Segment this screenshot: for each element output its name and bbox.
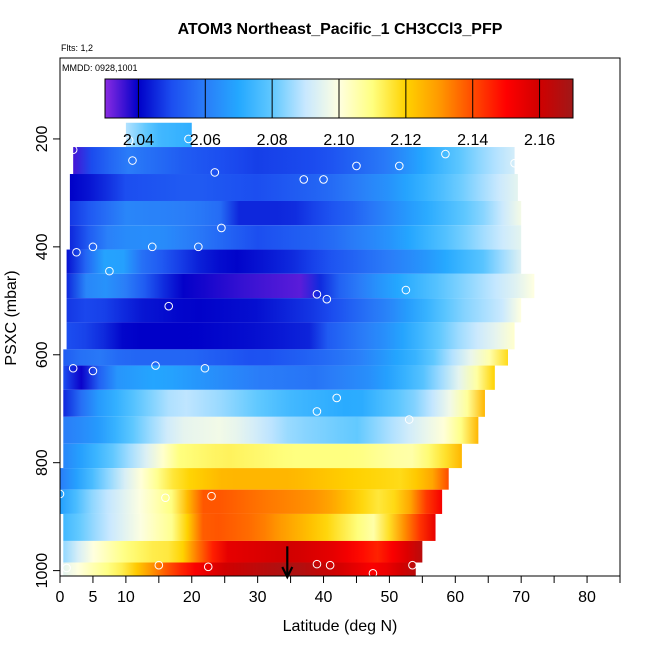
y-axis-label: PSXC (mbar) xyxy=(3,270,20,365)
sample-point xyxy=(404,415,414,424)
sample-point xyxy=(352,161,361,171)
heatmap-band xyxy=(60,489,443,514)
sample-point xyxy=(147,242,157,252)
heatmap-band xyxy=(63,540,423,563)
chart-title: ATOM3 Northeast_Pacific_1 CH3CCl3_PFP xyxy=(178,21,503,38)
colorbar-tick-label: 2.04 xyxy=(123,132,154,149)
sample-point xyxy=(207,491,216,501)
x-tick-label: 10 xyxy=(117,589,135,606)
colorbar-tick-label: 2.08 xyxy=(257,132,288,149)
sample-point xyxy=(194,242,203,252)
marker-arrow-head xyxy=(281,566,294,580)
x-axis-label: Latitude (deg N) xyxy=(283,618,398,635)
heatmap-band xyxy=(73,147,515,175)
sample-point xyxy=(401,285,411,295)
date-label: MMDD: 0928,1001 xyxy=(62,63,138,73)
sample-point xyxy=(124,136,134,145)
y-tick-label: 200 xyxy=(34,125,51,152)
sample-point xyxy=(319,175,328,184)
sample-point xyxy=(394,161,404,171)
heatmap-band xyxy=(69,225,522,250)
y-tick-label: 400 xyxy=(34,233,51,260)
y-tick-label: 600 xyxy=(34,341,51,368)
colorbar-tick-label: 2.14 xyxy=(457,132,488,149)
flights-label: Flts: 1,2 xyxy=(61,43,93,53)
colorbar-tick-label: 2.16 xyxy=(524,132,555,149)
sample-point xyxy=(312,407,322,416)
sample-point xyxy=(151,361,160,370)
x-tick-label: 60 xyxy=(446,589,464,606)
heatmap-band xyxy=(125,122,192,148)
heatmap-band xyxy=(63,389,485,417)
y-tick-label: 800 xyxy=(34,449,51,476)
y-axis: 200 400 600 800 1000 xyxy=(34,125,60,588)
colorbar-tick-label: 2.06 xyxy=(190,132,221,149)
plot-frame xyxy=(59,57,621,577)
sample-point xyxy=(299,175,309,184)
sample-point xyxy=(68,363,78,373)
sample-point xyxy=(164,301,174,311)
x-tick-label: 5 xyxy=(88,589,97,606)
y-tick-label: 1000 xyxy=(34,553,51,589)
x-tick-label: 50 xyxy=(381,589,399,606)
sample-point xyxy=(510,158,519,168)
x-tick-label: 70 xyxy=(512,589,530,606)
colorbar: 2.04 2.06 2.08 2.10 2.12 2.14 2.16 xyxy=(104,78,574,149)
sample-point xyxy=(408,560,417,570)
heatmap-band xyxy=(69,200,522,226)
heatmap-band xyxy=(60,468,449,490)
sample-point xyxy=(88,366,98,376)
heatmap-band xyxy=(69,174,518,201)
sample-point xyxy=(368,569,378,578)
sample-point xyxy=(72,247,81,257)
sample-point xyxy=(200,363,210,373)
sample-point xyxy=(312,290,322,299)
sample-point xyxy=(68,145,78,155)
heatmap-band xyxy=(66,273,535,299)
heatmap-band xyxy=(63,416,479,444)
heatmap-band xyxy=(63,365,495,390)
sample-point xyxy=(161,493,170,503)
sample-point xyxy=(441,149,450,159)
latitude-marker xyxy=(281,546,294,580)
heatmap-band xyxy=(66,322,515,350)
x-tick-label: 40 xyxy=(315,589,333,606)
sample-point xyxy=(154,560,164,570)
sample-point xyxy=(312,559,322,569)
x-tick-label: 0 xyxy=(56,589,65,606)
sample-point xyxy=(217,223,226,233)
colorbar-tick-label: 2.12 xyxy=(390,132,421,149)
sample-point xyxy=(325,560,335,570)
sample-point xyxy=(184,134,193,144)
x-tick-label: 20 xyxy=(183,589,201,606)
heatmap-band xyxy=(63,513,436,541)
sample-point xyxy=(62,563,71,573)
heatmap-band xyxy=(66,249,522,274)
heatmap-band xyxy=(63,562,416,576)
sample-points xyxy=(55,134,519,578)
sample-point xyxy=(88,242,98,252)
sample-point xyxy=(203,562,213,572)
sample-point xyxy=(332,393,342,403)
x-tick-label: 30 xyxy=(249,589,267,606)
x-axis: 0 5 10 20 30 40 50 60 70 80 xyxy=(56,576,621,606)
sample-point xyxy=(128,156,137,165)
heatmap-band xyxy=(63,443,462,469)
heatmap-band xyxy=(66,298,522,323)
sample-point xyxy=(105,266,114,276)
colorbar-tick-label: 2.10 xyxy=(323,132,354,149)
sample-point xyxy=(210,168,220,177)
sample-point xyxy=(322,294,332,304)
heatmap-band xyxy=(63,349,508,366)
x-tick-label: 80 xyxy=(578,589,596,606)
heatmap-bands xyxy=(60,122,535,576)
